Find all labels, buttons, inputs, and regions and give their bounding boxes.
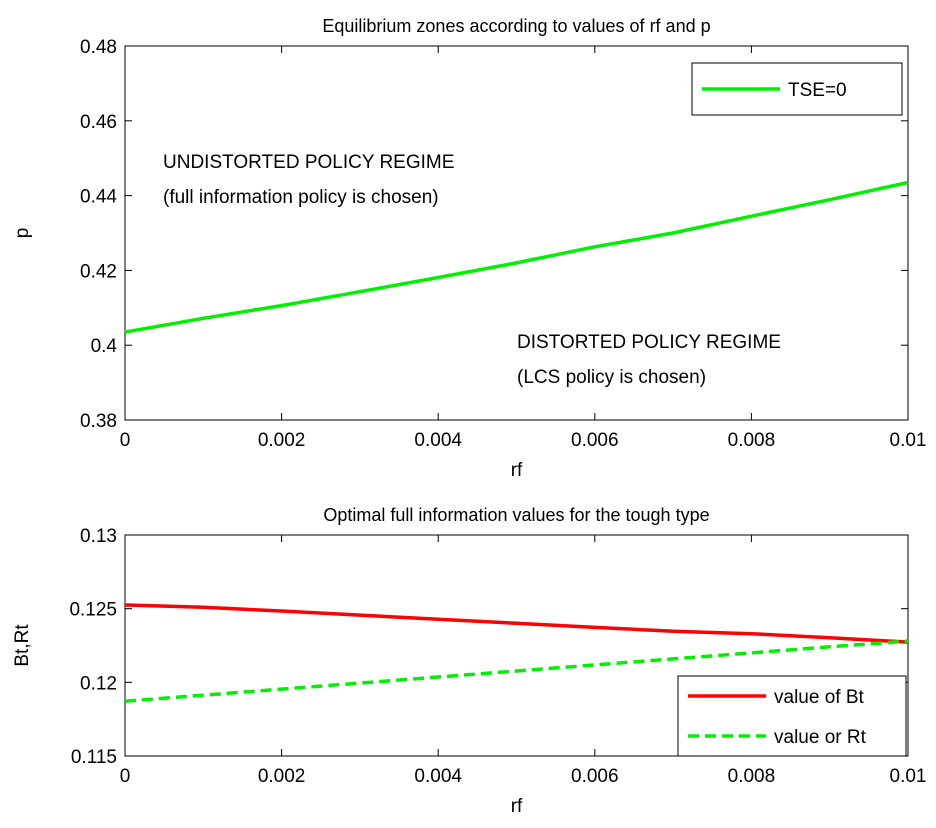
y-tick-label: 0.48 bbox=[80, 37, 117, 58]
x-axis-label: rf bbox=[511, 460, 523, 481]
y-tick-label: 0.42 bbox=[80, 261, 117, 282]
chart-panel-1: Equilibrium zones according to values of… bbox=[12, 16, 926, 481]
legend-entry-label: TSE=0 bbox=[788, 80, 847, 101]
y-axis-label: p bbox=[12, 228, 33, 239]
x-tick-label: 0.01 bbox=[890, 430, 927, 451]
region-annotation: UNDISTORTED POLICY REGIME bbox=[163, 152, 454, 173]
y-axis-label: Bt,Rt bbox=[12, 624, 33, 667]
x-tick-label: 0.002 bbox=[258, 766, 306, 787]
y-tick-label: 0.12 bbox=[80, 673, 117, 694]
y-tick-label: 0.38 bbox=[80, 411, 117, 432]
region-annotation: DISTORTED POLICY REGIME bbox=[517, 332, 781, 353]
x-tick-label: 0.008 bbox=[728, 430, 776, 451]
region-annotation: (LCS policy is chosen) bbox=[517, 367, 706, 388]
x-tick-label: 0.008 bbox=[728, 766, 776, 787]
chart-title: Equilibrium zones according to values of… bbox=[322, 16, 710, 36]
legend-entry-label: value of Bt bbox=[774, 687, 864, 708]
chart-title: Optimal full information values for the … bbox=[323, 505, 709, 525]
legend-box bbox=[677, 675, 907, 757]
legend: TSE=0 bbox=[691, 62, 903, 116]
legend: value of Bt value or Rt bbox=[677, 675, 907, 757]
chart-panel-2: Optimal full information values for the … bbox=[12, 505, 926, 817]
x-tick-label: 0.006 bbox=[571, 766, 619, 787]
series-line-1 bbox=[124, 180, 909, 334]
x-tick-label: 0.004 bbox=[414, 430, 462, 451]
x-tick-label: 0 bbox=[120, 430, 131, 451]
x-tick-label: 0.004 bbox=[414, 766, 462, 787]
y-tick-label: 0.46 bbox=[80, 112, 117, 133]
y-tick-label: 0.44 bbox=[80, 187, 117, 208]
x-axis-label: rf bbox=[511, 796, 523, 817]
x-tick-label: 0.01 bbox=[890, 766, 927, 787]
x-tick-label: 0.002 bbox=[258, 430, 306, 451]
y-tick-label: 0.115 bbox=[71, 747, 117, 768]
y-tick-label: 0.125 bbox=[69, 600, 117, 621]
legend-entry-label: value or Rt bbox=[774, 727, 867, 748]
series-line-1 bbox=[124, 603, 909, 644]
series-line-2 bbox=[124, 639, 909, 703]
x-tick-label: 0.006 bbox=[571, 430, 619, 451]
x-tick-label: 0 bbox=[120, 766, 131, 787]
y-tick-label: 0.4 bbox=[91, 336, 118, 357]
region-annotation: (full information policy is chosen) bbox=[163, 187, 439, 208]
y-tick-label: 0.13 bbox=[80, 526, 117, 547]
